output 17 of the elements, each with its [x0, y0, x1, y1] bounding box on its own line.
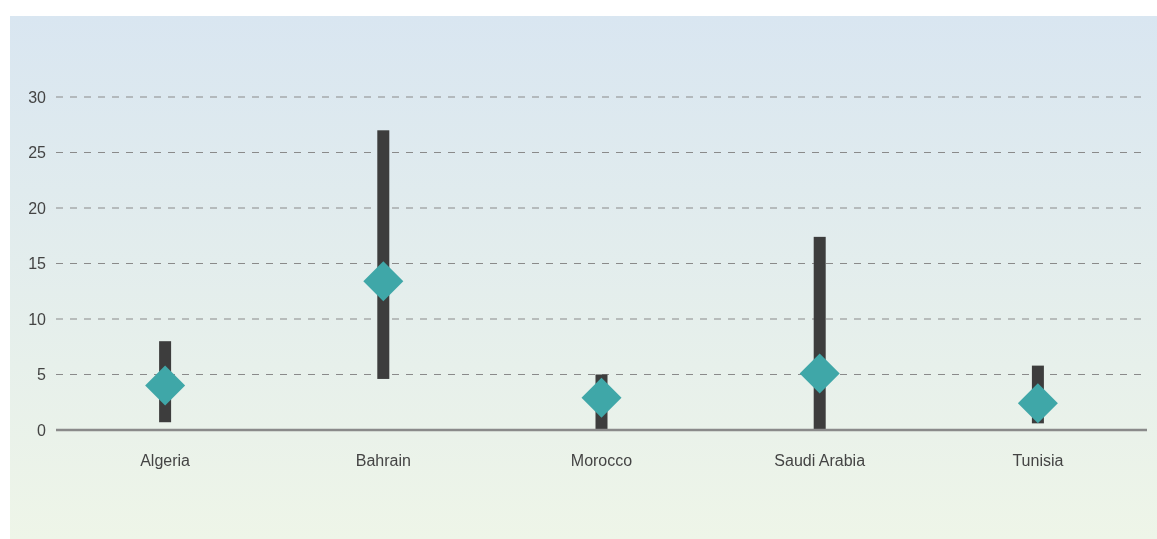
y-tick-label: 15 — [28, 255, 47, 273]
point — [145, 365, 186, 406]
y-tick-label: 10 — [28, 310, 47, 328]
y-tick-label: 0 — [37, 421, 47, 439]
y-tick-label: 30 — [28, 88, 47, 106]
point — [1017, 383, 1058, 424]
point — [581, 377, 622, 418]
x-tick-label: Saudi Arabia — [774, 452, 866, 469]
y-tick-label: 25 — [28, 144, 47, 162]
x-tick-label: Bahrain — [355, 452, 411, 469]
x-tick-label: Tunisia — [1012, 452, 1064, 469]
point — [799, 353, 840, 394]
y-tick-label: 20 — [28, 199, 47, 217]
x-tick-label: Morocco — [570, 452, 633, 469]
x-tick-label: Algeria — [140, 452, 191, 469]
y-tick-label: 5 — [37, 366, 47, 384]
point — [363, 261, 404, 302]
